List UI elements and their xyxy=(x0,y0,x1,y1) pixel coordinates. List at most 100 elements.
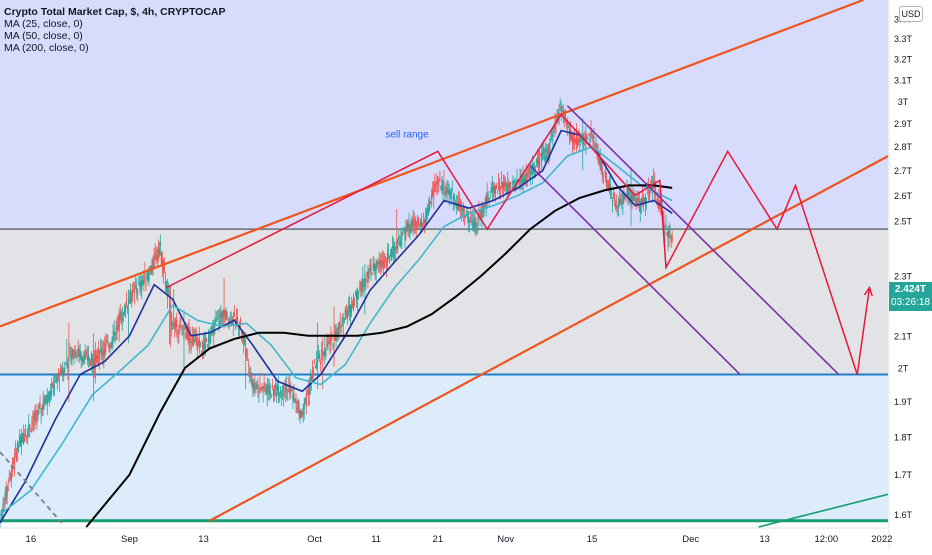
candle-body xyxy=(468,216,470,222)
candle-body xyxy=(42,401,44,409)
candle-body xyxy=(155,256,157,262)
candle-body xyxy=(257,383,259,388)
candle-body xyxy=(382,262,384,266)
candle-body xyxy=(470,218,472,219)
price-tick-label: 1.7T xyxy=(894,470,913,480)
candle-body xyxy=(44,395,46,401)
candle-body xyxy=(9,474,11,476)
candle-body xyxy=(118,315,120,330)
currency-badge[interactable]: USD xyxy=(899,6,923,22)
candle-body xyxy=(421,224,424,225)
candle-body xyxy=(279,389,282,393)
candle-body xyxy=(256,384,258,389)
candle-body xyxy=(278,393,281,395)
price-tick-label: 3.2T xyxy=(894,54,913,64)
candle-body xyxy=(264,387,266,390)
indicator-ma50-label[interactable]: MA (50, close, 0) xyxy=(4,30,83,42)
candle-body xyxy=(609,184,612,190)
candle-body xyxy=(117,321,119,324)
candle-body xyxy=(660,204,662,215)
candle-body xyxy=(372,264,374,268)
candle-body xyxy=(113,331,115,335)
candle-body xyxy=(308,385,310,395)
candle-body xyxy=(265,389,267,392)
candle-body xyxy=(96,355,98,363)
candle-body xyxy=(625,196,627,198)
candle-body xyxy=(380,261,382,268)
candle-body xyxy=(579,140,581,142)
candle-body xyxy=(305,394,307,407)
candle-body xyxy=(121,316,123,321)
candle-body xyxy=(643,198,646,205)
candle-body xyxy=(577,140,579,147)
candle-body xyxy=(385,262,388,268)
candle-body xyxy=(157,245,159,260)
candle-body xyxy=(111,340,113,345)
candle-body xyxy=(160,252,162,264)
candle-body xyxy=(138,284,140,285)
candle-body xyxy=(622,194,624,205)
candle-body xyxy=(292,394,294,400)
candle-body xyxy=(273,386,276,395)
candle-body xyxy=(103,349,105,357)
candle-body xyxy=(29,424,31,427)
candle-body xyxy=(549,143,551,152)
candle-body xyxy=(41,406,43,409)
candle-body xyxy=(547,148,549,156)
candle-body xyxy=(130,297,133,303)
candle-body xyxy=(307,384,309,396)
candle-body xyxy=(564,110,566,121)
candle-body xyxy=(143,281,145,283)
candle-body xyxy=(453,195,455,200)
indicator-ma200-label[interactable]: MA (200, close, 0) xyxy=(4,42,89,54)
candle-body xyxy=(77,348,79,352)
candle-body xyxy=(109,344,111,348)
candle-body xyxy=(31,422,33,423)
candle-body xyxy=(651,184,653,190)
candle-body xyxy=(603,171,605,173)
candle-body xyxy=(454,201,456,203)
price-tick-label: 3.3T xyxy=(894,34,913,44)
candle-body xyxy=(164,282,167,287)
candle-body xyxy=(616,201,618,203)
candle-body xyxy=(161,257,163,266)
candle-body xyxy=(247,360,249,361)
candle-body xyxy=(183,333,185,338)
candle-body xyxy=(398,235,400,238)
candle-body xyxy=(200,351,203,353)
indicator-ma25-label[interactable]: MA (25, close, 0) xyxy=(4,18,83,30)
candle-body xyxy=(266,384,268,395)
candle-body xyxy=(284,391,286,393)
candle-body xyxy=(387,254,390,255)
candle-body xyxy=(492,186,494,193)
candle-body xyxy=(629,197,631,199)
candle-body xyxy=(557,112,559,116)
candle-body xyxy=(409,229,411,232)
candle-body xyxy=(405,225,407,232)
candle-body xyxy=(76,354,78,356)
candle-body xyxy=(203,343,206,351)
candle-body xyxy=(371,272,373,274)
candle-body xyxy=(512,180,514,190)
candle-body xyxy=(98,348,100,358)
candle-body xyxy=(64,368,66,371)
candle-body xyxy=(84,353,86,359)
candle-body xyxy=(137,291,139,294)
candle-body xyxy=(0,516,2,519)
candle-body xyxy=(357,290,359,301)
candle-body xyxy=(108,345,110,350)
candle-body xyxy=(605,179,607,187)
candle-body xyxy=(648,190,651,198)
symbol-title[interactable]: Crypto Total Market Cap, $, 4h, CRYPTOCA… xyxy=(4,6,226,18)
candle-body xyxy=(352,297,355,309)
candle-body xyxy=(590,131,592,135)
candle-body xyxy=(523,178,525,182)
candle-body xyxy=(210,333,212,343)
candle-body xyxy=(548,144,550,156)
candle-body xyxy=(15,451,18,460)
price-tick-label: 2.3T xyxy=(894,271,913,281)
candle-body xyxy=(496,192,499,194)
candle-body xyxy=(209,341,211,343)
